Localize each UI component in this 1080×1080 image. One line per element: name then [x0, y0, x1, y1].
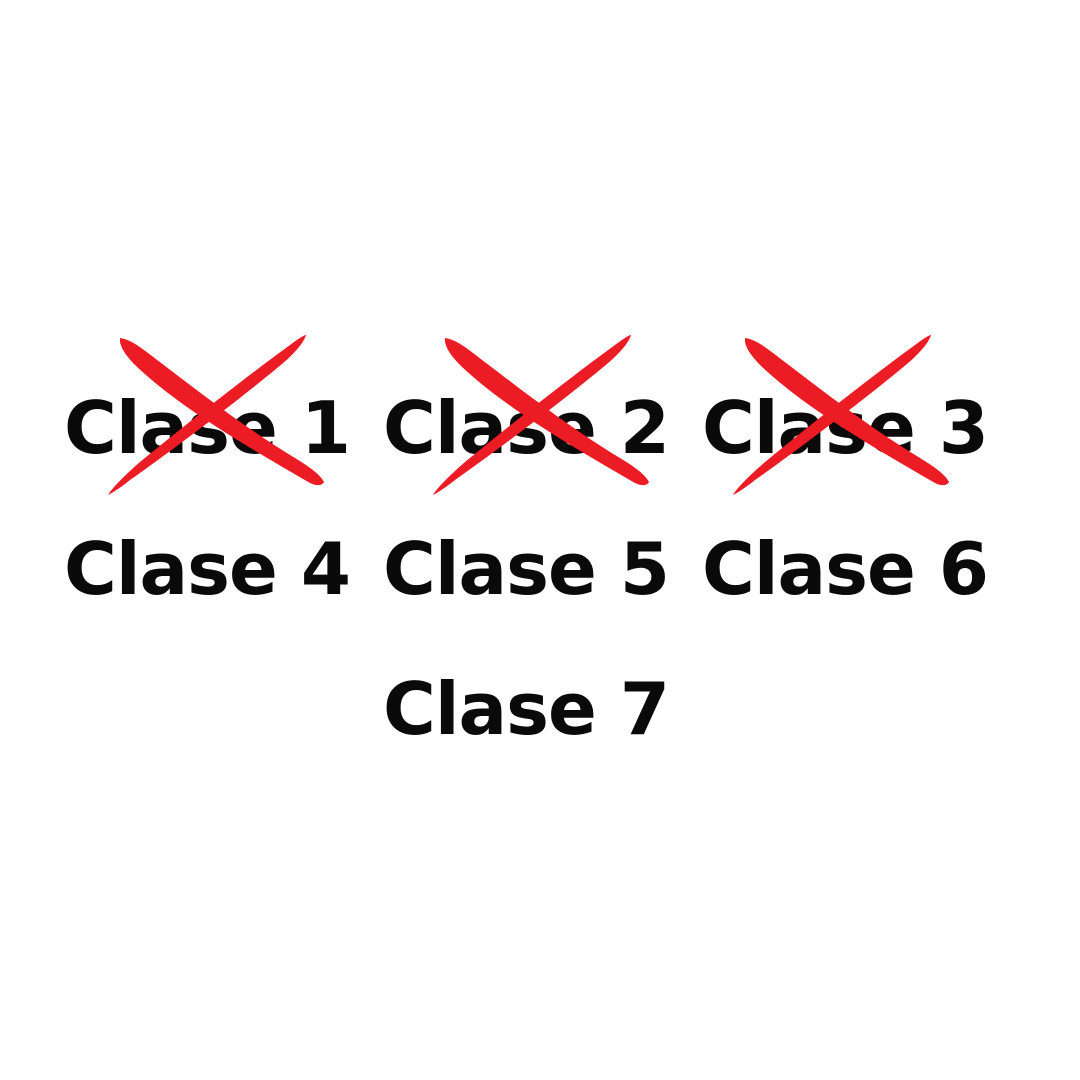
- x-mark-icon: [108, 335, 324, 495]
- cross-stroke-right: [433, 335, 631, 495]
- class-6-label: Clase 6: [702, 527, 989, 611]
- x-mark-icon: [733, 335, 949, 495]
- class-5-label: Clase 5: [383, 527, 670, 611]
- cross-stroke-right: [108, 335, 306, 495]
- cross-stroke-right: [733, 335, 931, 495]
- class-4-label: Clase 4: [64, 527, 351, 611]
- x-mark-icon: [433, 335, 649, 495]
- class-7-label: Clase 7: [383, 667, 670, 751]
